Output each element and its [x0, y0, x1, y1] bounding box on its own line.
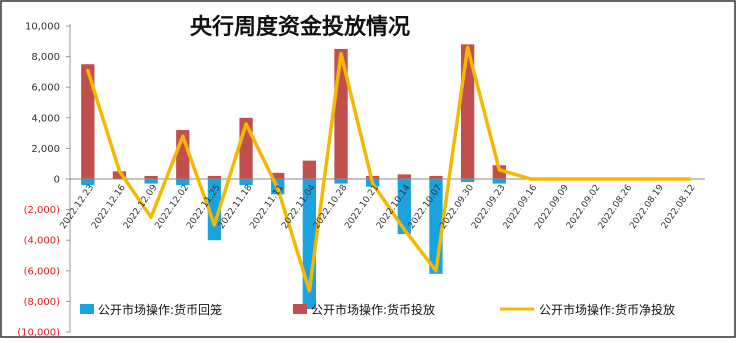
bar-injection-2022.12.23 — [81, 64, 95, 179]
bar-injection-2022.10.07 — [429, 175, 443, 179]
legend: 公开市场操作:货币回笼 公开市场操作:货币投放 公开市场操作:货币净投放 — [80, 302, 675, 317]
y-tick-label: (6,000) — [24, 266, 61, 277]
y-tick-label: (4,000) — [24, 236, 61, 247]
legend-swatch-injection — [293, 304, 307, 314]
bar-withdrawal-2022.11.25 — [207, 179, 222, 241]
y-tick-label: 0 — [54, 175, 60, 186]
bar-withdrawal-2022.12.23 — [81, 179, 95, 186]
y-tick-label: 10,000 — [25, 22, 60, 33]
bar-injection-2022.11.04 — [302, 160, 317, 179]
bar-withdrawal-2022.09.30 — [460, 179, 475, 183]
bar-withdrawal-2022.10.28 — [334, 179, 348, 184]
bar-injection-2022.12.16 — [112, 171, 127, 179]
bar-injection-2022.10.14 — [397, 174, 411, 179]
y-tick-label: 8,000 — [31, 52, 60, 63]
bar-injection-2022.11.11 — [271, 172, 285, 179]
bar-withdrawal-2022.11.18 — [239, 179, 253, 186]
bar-withdrawal-2022.09.23 — [492, 179, 506, 184]
net-injection-line — [86, 45, 691, 293]
bar-injection-2022.09.23 — [492, 165, 506, 179]
bar-withdrawal-2022.12.02 — [176, 179, 190, 186]
bar-injection-2022.12.09 — [144, 175, 158, 179]
line-layer — [86, 45, 691, 293]
legend-label-injection: 公开市场操作:货币投放 — [311, 302, 435, 317]
y-tick-label: 4,000 — [31, 113, 60, 124]
bar-withdrawal-2022.10.14 — [397, 179, 411, 235]
y-ticks: 10,000 8,000 6,000 4,000 2,000 0 (2,000) (4,000… — [17, 22, 70, 339]
legend-label-net: 公开市场操作:货币净投放 — [539, 302, 675, 317]
legend-label-withdrawal: 公开市场操作:货币回笼 — [98, 302, 222, 317]
y-tick-label: (2,000) — [24, 205, 61, 216]
y-tick-label: (10,000) — [17, 328, 60, 339]
y-tick-label: (8,000) — [24, 297, 61, 308]
chart-title: 央行周度资金投放情况 — [190, 14, 410, 40]
bar-withdrawal-2022.12.09 — [144, 179, 158, 184]
y-tick-label: 2,000 — [31, 144, 60, 155]
legend-swatch-withdrawal — [80, 304, 94, 314]
bar-injection-2022.11.25 — [207, 175, 222, 179]
y-tick-label: 6,000 — [31, 83, 60, 94]
